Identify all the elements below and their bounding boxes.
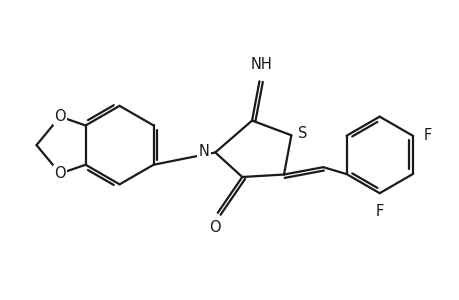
Text: F: F	[375, 205, 383, 220]
Text: S: S	[297, 126, 307, 141]
Text: O: O	[54, 166, 66, 181]
Text: F: F	[423, 128, 431, 143]
Text: O: O	[209, 220, 221, 235]
Text: O: O	[54, 109, 66, 124]
Text: NH: NH	[251, 58, 272, 73]
Text: N: N	[198, 144, 209, 159]
